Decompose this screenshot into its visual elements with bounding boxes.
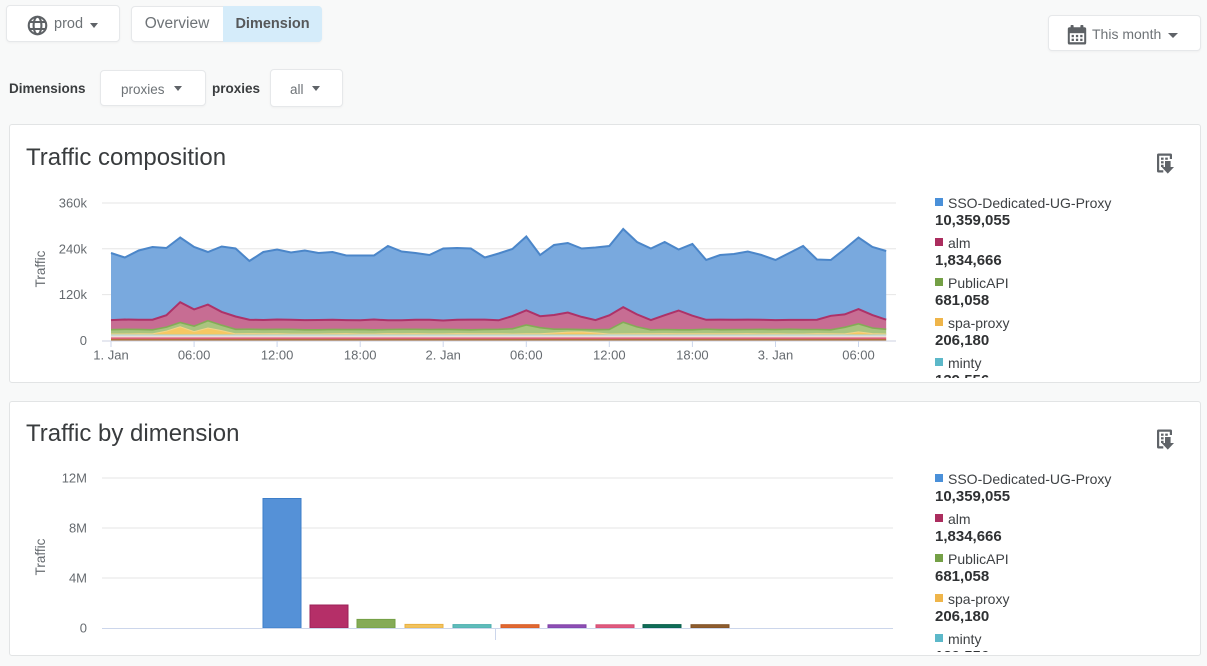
svg-text:4M: 4M: [69, 571, 87, 586]
svg-text:Traffic: Traffic: [33, 538, 48, 575]
svg-text:240k: 240k: [59, 241, 88, 256]
svg-text:12:00: 12:00: [593, 348, 626, 363]
svg-text:06:00: 06:00: [842, 348, 875, 363]
svg-text:18:00: 18:00: [676, 348, 709, 363]
svg-text:1. Jan: 1. Jan: [93, 348, 128, 363]
svg-text:2. Jan: 2. Jan: [425, 348, 460, 363]
svg-text:3. Jan: 3. Jan: [758, 348, 793, 363]
svg-text:8M: 8M: [69, 521, 87, 536]
svg-text:06:00: 06:00: [178, 348, 211, 363]
svg-text:0: 0: [80, 333, 87, 348]
svg-text:06:00: 06:00: [510, 348, 543, 363]
svg-text:360k: 360k: [59, 196, 88, 211]
svg-text:0: 0: [80, 621, 87, 636]
svg-text:18:00: 18:00: [344, 348, 377, 363]
svg-text:12:00: 12:00: [261, 348, 294, 363]
svg-text:12M: 12M: [62, 471, 87, 486]
svg-text:Traffic: Traffic: [33, 250, 48, 287]
svg-text:120k: 120k: [59, 287, 88, 302]
